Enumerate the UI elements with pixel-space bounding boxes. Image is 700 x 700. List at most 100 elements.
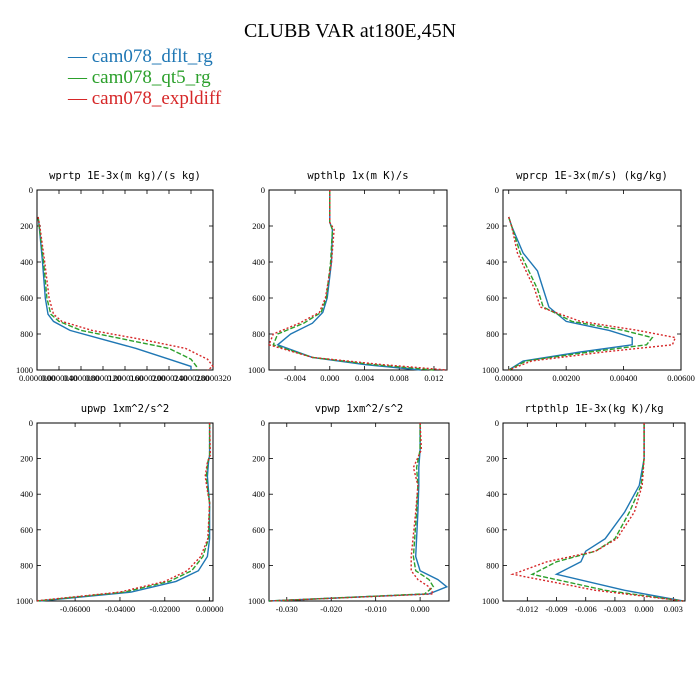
panel-2: wpthlp 1x(m K)/s 0 200 400 600 800 1000 -0.004 0… (248, 170, 448, 383)
x-tick-label: 0.00000 (495, 373, 523, 383)
y-tick-label: 1000 (248, 365, 265, 375)
plot-frame (36, 422, 214, 602)
series-line-expldiff (508, 216, 677, 371)
panel-6: rtpthlp 1E-3x(kg K)/kg 0 200 400 600 800 1000 -… (482, 403, 686, 614)
x-tick-label: -0.012 (516, 604, 538, 614)
y-tick-label: 200 (20, 221, 33, 231)
y-tick-label: 400 (20, 257, 33, 267)
y-tick-label: 0 (29, 418, 33, 428)
y-tick-label: 800 (252, 329, 265, 339)
series-line-expldiff (268, 190, 448, 371)
legend-swatch-dflt: — (68, 46, 92, 67)
y-tick-label: 600 (20, 293, 33, 303)
plot-frame (268, 189, 448, 371)
y-tick-label: 200 (20, 454, 33, 464)
x-tick-label: 0.008 (390, 373, 409, 383)
x-tick-label: 0.003 (664, 604, 683, 614)
panel-title: wpthlp 1x(m K)/s (307, 170, 408, 182)
y-tick-label: 400 (252, 257, 265, 267)
y-tick-label: 400 (486, 257, 499, 267)
y-tick-label: 0 (495, 185, 499, 195)
x-tick-label: 0.000 (635, 604, 654, 614)
legend-label-expldiff: cam078_expldiff (91, 88, 222, 109)
y-tick-label: 0 (261, 185, 265, 195)
y-tick-label: 1000 (482, 596, 499, 606)
y-tick-label: 0 (495, 418, 499, 428)
plot-frame (502, 189, 682, 371)
x-tick-label: -0.009 (546, 604, 568, 614)
y-tick-label: 800 (486, 560, 499, 570)
panel-title: upwp 1xm^2/s^2 (81, 403, 170, 415)
y-tick-label: 800 (252, 560, 265, 570)
y-tick-label: 200 (252, 454, 265, 464)
x-tick-label: 0.00000 (196, 604, 224, 614)
y-tick-label: 800 (486, 329, 499, 339)
series-line-expldiff (510, 423, 684, 602)
plot-frame (502, 422, 686, 602)
x-tick-label: 0.0000000 (19, 373, 55, 383)
series-line-qt5 (530, 423, 684, 602)
x-tick-label: 0.0000320 (195, 373, 231, 383)
y-tick-label: 800 (20, 560, 33, 570)
plot-frame (268, 422, 450, 602)
x-tick-label: 0.004 (355, 373, 375, 383)
panel-3: wprcp 1E-3x(m/s) (kg/kg) 0 200 400 600 800 100… (482, 170, 695, 383)
x-tick-label: -0.04000 (105, 604, 135, 614)
y-tick-label: 600 (486, 525, 499, 535)
legend-label-dflt: cam078_dflt_rg (91, 46, 213, 67)
series-line-qt5 (37, 216, 198, 370)
y-tick-label: 200 (486, 454, 499, 464)
x-tick-label: 0.012 (424, 373, 443, 383)
panel-4: upwp 1xm^2/s^2 0 200 400 600 800 1000 -0.06000 -… (16, 403, 223, 614)
x-tick-label: 0.000 (320, 373, 339, 383)
y-tick-label: 600 (486, 293, 499, 303)
y-tick-label: 400 (20, 489, 33, 499)
series-line-qt5 (268, 423, 435, 602)
x-tick-label: -0.06000 (60, 604, 90, 614)
plot-frame (36, 189, 214, 371)
legend-swatch-expldiff: — (68, 88, 92, 109)
y-tick-label: 0 (261, 418, 265, 428)
y-tick-label: 600 (252, 525, 265, 535)
x-tick-label: -0.030 (276, 604, 298, 614)
panel-5: vpwp 1xm^2/s^2 0 200 400 600 800 1000 -0.030 -0.… (248, 403, 450, 614)
y-tick-label: 400 (252, 489, 265, 499)
series-line-dflt (37, 216, 192, 370)
x-tick-label: 0.0000240 (151, 373, 187, 383)
legend-item-dflt: — cam078_dflt_rg (68, 46, 213, 68)
panel-1: wprtp 1E-3x(m kg)/(s kg) 0 200 400 600 800 100… (16, 170, 231, 383)
series-line-qt5 (508, 216, 654, 371)
y-tick-label: 1000 (248, 596, 265, 606)
x-tick-label: 0.0000040 (41, 373, 77, 383)
legend-label-qt5: cam078_qt5_rg (91, 67, 211, 88)
series-line-qt5 (36, 423, 211, 602)
legend-item-expldiff: — cam078_expldiff (68, 88, 221, 110)
y-tick-label: 1000 (16, 365, 33, 375)
x-tick-label: -0.02000 (150, 604, 180, 614)
series-line-qt5 (272, 190, 435, 371)
x-tick-label: 0.00200 (552, 373, 580, 383)
x-tick-label: 0.0000280 (173, 373, 209, 383)
x-tick-label: -0.006 (575, 604, 597, 614)
x-tick-label: 0.000 (411, 604, 430, 614)
panel-title: vpwp 1xm^2/s^2 (315, 403, 404, 415)
y-tick-label: 800 (20, 329, 33, 339)
series-line-dflt (276, 190, 422, 371)
x-tick-label: 0.00600 (667, 373, 695, 383)
panel-title: rtpthlp 1E-3x(kg K)/kg (524, 403, 663, 415)
x-tick-label: 0.0000160 (107, 373, 143, 383)
y-tick-label: 200 (252, 221, 265, 231)
x-tick-label: -0.003 (604, 604, 626, 614)
x-tick-label: -0.010 (365, 604, 387, 614)
x-tick-label: -0.004 (284, 373, 307, 383)
x-tick-label: 0.0000200 (129, 373, 165, 383)
series-line-expldiff (37, 216, 215, 371)
figure-title: CLUBB VAR at180E,45N (243, 20, 457, 42)
y-tick-label: 400 (486, 489, 499, 499)
series-line-dflt (554, 423, 684, 602)
y-tick-label: 600 (20, 525, 33, 535)
x-tick-label: 0.0000080 (63, 373, 99, 383)
panel-title: wprcp 1E-3x(m/s) (kg/kg) (516, 170, 668, 182)
series-line-expldiff (34, 422, 212, 602)
